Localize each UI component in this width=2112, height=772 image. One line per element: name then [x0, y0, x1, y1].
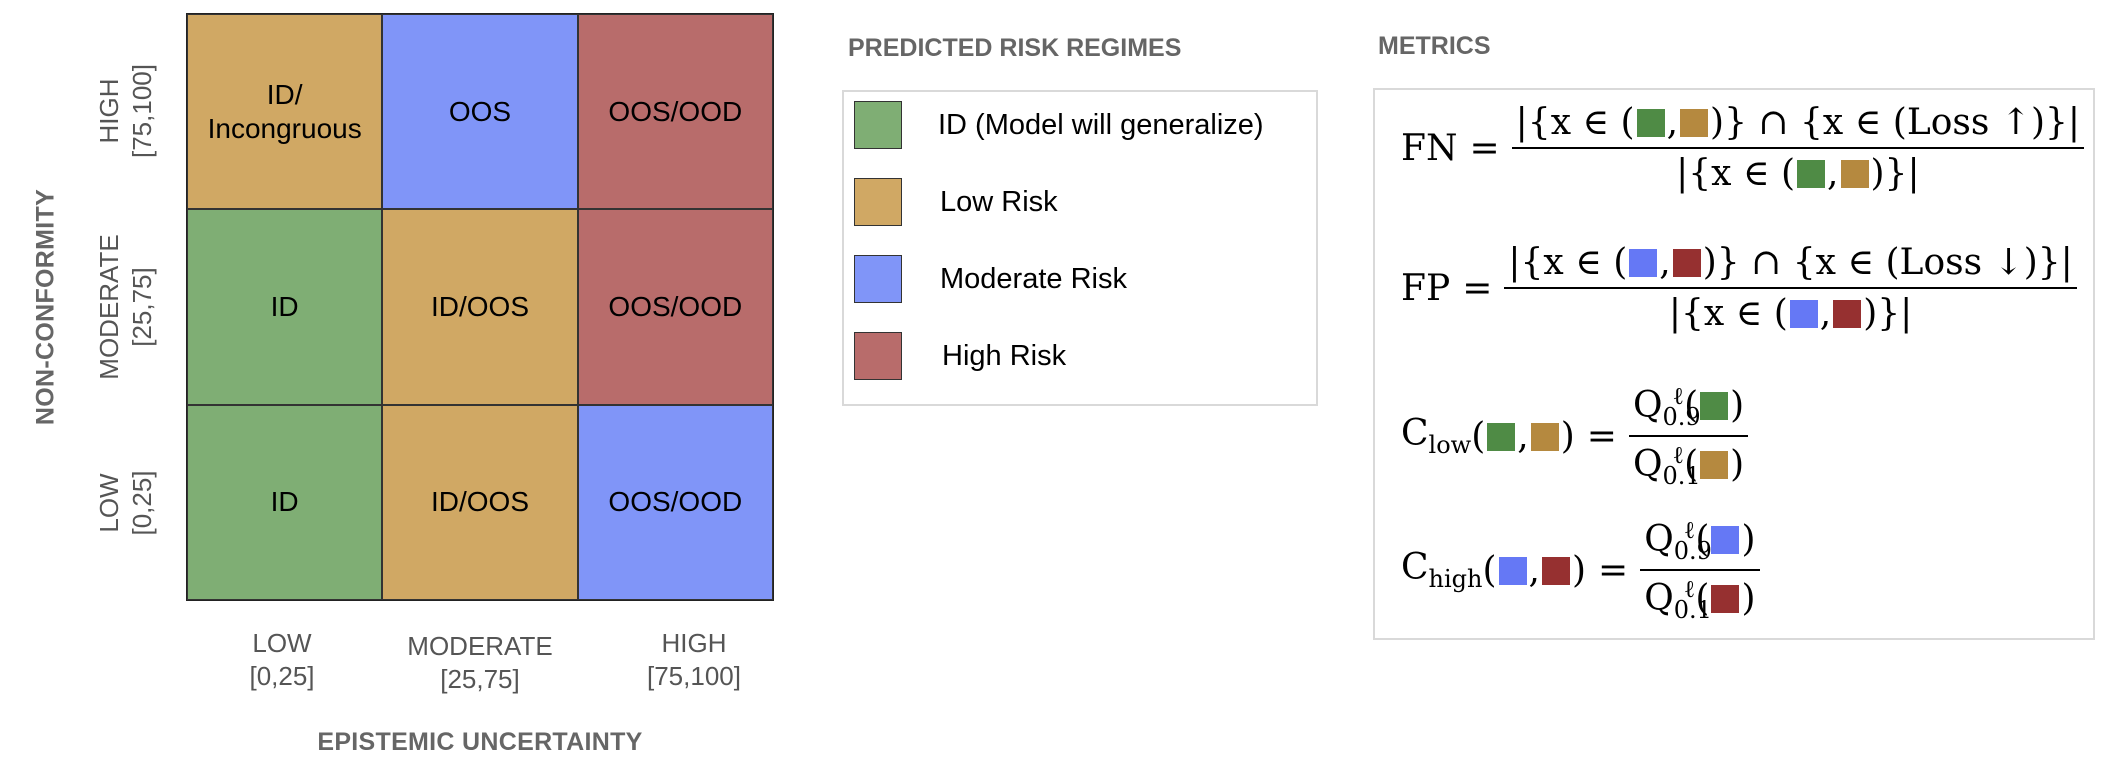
x-tick-moderate-label: MODERATE [407, 631, 553, 661]
y-tick-moderate-label: MODERATE [94, 234, 124, 380]
tan-square [1700, 451, 1729, 480]
y-tick-high: HIGH [75,100] [93, 11, 159, 211]
blue-square [1789, 300, 1818, 328]
formula-c-high: Chigh (,) = Q0.9ℓ() Q0.1ℓ() [1401, 516, 1760, 624]
y-tick-low: LOW [0,25] [93, 403, 159, 603]
c-low-lhs: Clow [1401, 413, 1472, 460]
green-square [1636, 109, 1665, 137]
formula-fp: FP = |{x ∈ (,)} ∩ {x ∈ (Loss ↓)}| |{x ∈ … [1401, 242, 2077, 334]
legend-swatch-green [854, 101, 902, 149]
legend-label-id: ID (Model will generalize) [938, 108, 1264, 141]
legend-swatch-tan [854, 178, 902, 226]
cell-high-moderate: OOS [382, 14, 578, 210]
blue-square [1711, 526, 1740, 554]
red-square [1542, 556, 1570, 585]
formula-fn: FN = |{x ∈ (,)} ∩ {x ∈ (Loss ↑)}| |{x ∈ … [1401, 102, 2085, 194]
green-square [1700, 392, 1729, 420]
legend-item-moderate-risk: Moderate Risk [854, 254, 1127, 304]
y-tick-high-range: [75,100] [127, 64, 157, 158]
cell-moderate-high: OOS/OOD [577, 209, 773, 405]
cell-moderate-moderate: ID/OOS [382, 209, 578, 405]
cell-low-high: OOS/OOD [577, 404, 773, 600]
cell-low-moderate: ID/OOS [382, 404, 578, 600]
legend-item-low-risk: Low Risk [854, 177, 1058, 227]
legend-title: PREDICTED RISK REGIMES [848, 34, 1182, 62]
x-tick-low-label: LOW [252, 628, 312, 658]
x-tick-low: LOW [0,25] [184, 627, 380, 693]
y-tick-low-label: LOW [94, 473, 124, 533]
y-tick-moderate: MODERATE [25,75] [93, 207, 159, 407]
fp-fraction: |{x ∈ (,)} ∩ {x ∈ (Loss ↓)}| |{x ∈ (,)}| [1504, 242, 2077, 334]
green-square [1487, 422, 1516, 451]
red-square [1833, 300, 1862, 328]
legend-item-high-risk: High Risk [854, 331, 1066, 381]
c-low-fraction: Q0.9ℓ() Q0.1ℓ() [1628, 382, 1749, 490]
metrics-box: FN = |{x ∈ (,)} ∩ {x ∈ (Loss ↑)}| |{x ∈ … [1373, 88, 2095, 640]
fp-loss: Loss ↓ [1899, 242, 2024, 283]
cell-moderate-low: ID [187, 209, 383, 405]
cell-low-low: ID [187, 404, 383, 600]
y-axis-title: NON-CONFORMITY [31, 188, 60, 426]
y-tick-low-range: [0,25] [127, 470, 157, 536]
cell-high-low: ID/ Incongruous [187, 14, 383, 210]
y-tick-high-label: HIGH [94, 78, 124, 144]
green-square [1797, 160, 1826, 188]
metrics-title: METRICS [1378, 32, 1491, 60]
fp-lhs: FP [1401, 267, 1451, 309]
x-tick-high-range: [75,100] [647, 661, 741, 691]
risk-grid: ID/ Incongruous OOS OOS/OOD ID ID/OOS OO… [186, 13, 774, 601]
tan-square [1840, 160, 1869, 188]
red-square [1711, 585, 1740, 614]
red-square [1672, 249, 1701, 277]
cell-high-high: OOS/OOD [577, 14, 773, 210]
legend-label-high-risk: High Risk [942, 339, 1067, 372]
legend-label-moderate-risk: Moderate Risk [940, 262, 1127, 295]
x-tick-high: HIGH [75,100] [596, 627, 792, 693]
c-high-fraction: Q0.9ℓ() Q0.1ℓ() [1640, 516, 1760, 624]
tan-square [1680, 109, 1709, 137]
x-axis-title: EPISTEMIC UNCERTAINTY [317, 728, 643, 756]
x-tick-moderate-range: [25,75] [440, 664, 520, 694]
blue-square [1498, 556, 1527, 585]
tan-square [1530, 422, 1559, 451]
c-high-lhs: Chigh [1401, 547, 1483, 594]
blue-square [1629, 249, 1658, 277]
legend: ID (Model will generalize) Low Risk Mode… [842, 90, 1318, 406]
fn-loss: Loss ↑ [1906, 102, 2031, 143]
legend-label-low-risk: Low Risk [940, 185, 1058, 218]
x-tick-low-range: [0,25] [249, 661, 315, 691]
fn-lhs: FN [1401, 127, 1458, 169]
x-tick-moderate: MODERATE [25,75] [382, 630, 578, 696]
legend-swatch-blue [854, 255, 902, 303]
formula-c-low: Clow (,) = Q0.9ℓ() Q0.1ℓ() [1401, 382, 1749, 490]
legend-item-id: ID (Model will generalize) [854, 100, 1264, 150]
fn-fraction: |{x ∈ (,)} ∩ {x ∈ (Loss ↑)}| |{x ∈ (,)}| [1511, 102, 2085, 194]
y-tick-moderate-range: [25,75] [127, 267, 157, 347]
legend-swatch-red [854, 332, 902, 380]
x-tick-high-label: HIGH [661, 628, 727, 658]
